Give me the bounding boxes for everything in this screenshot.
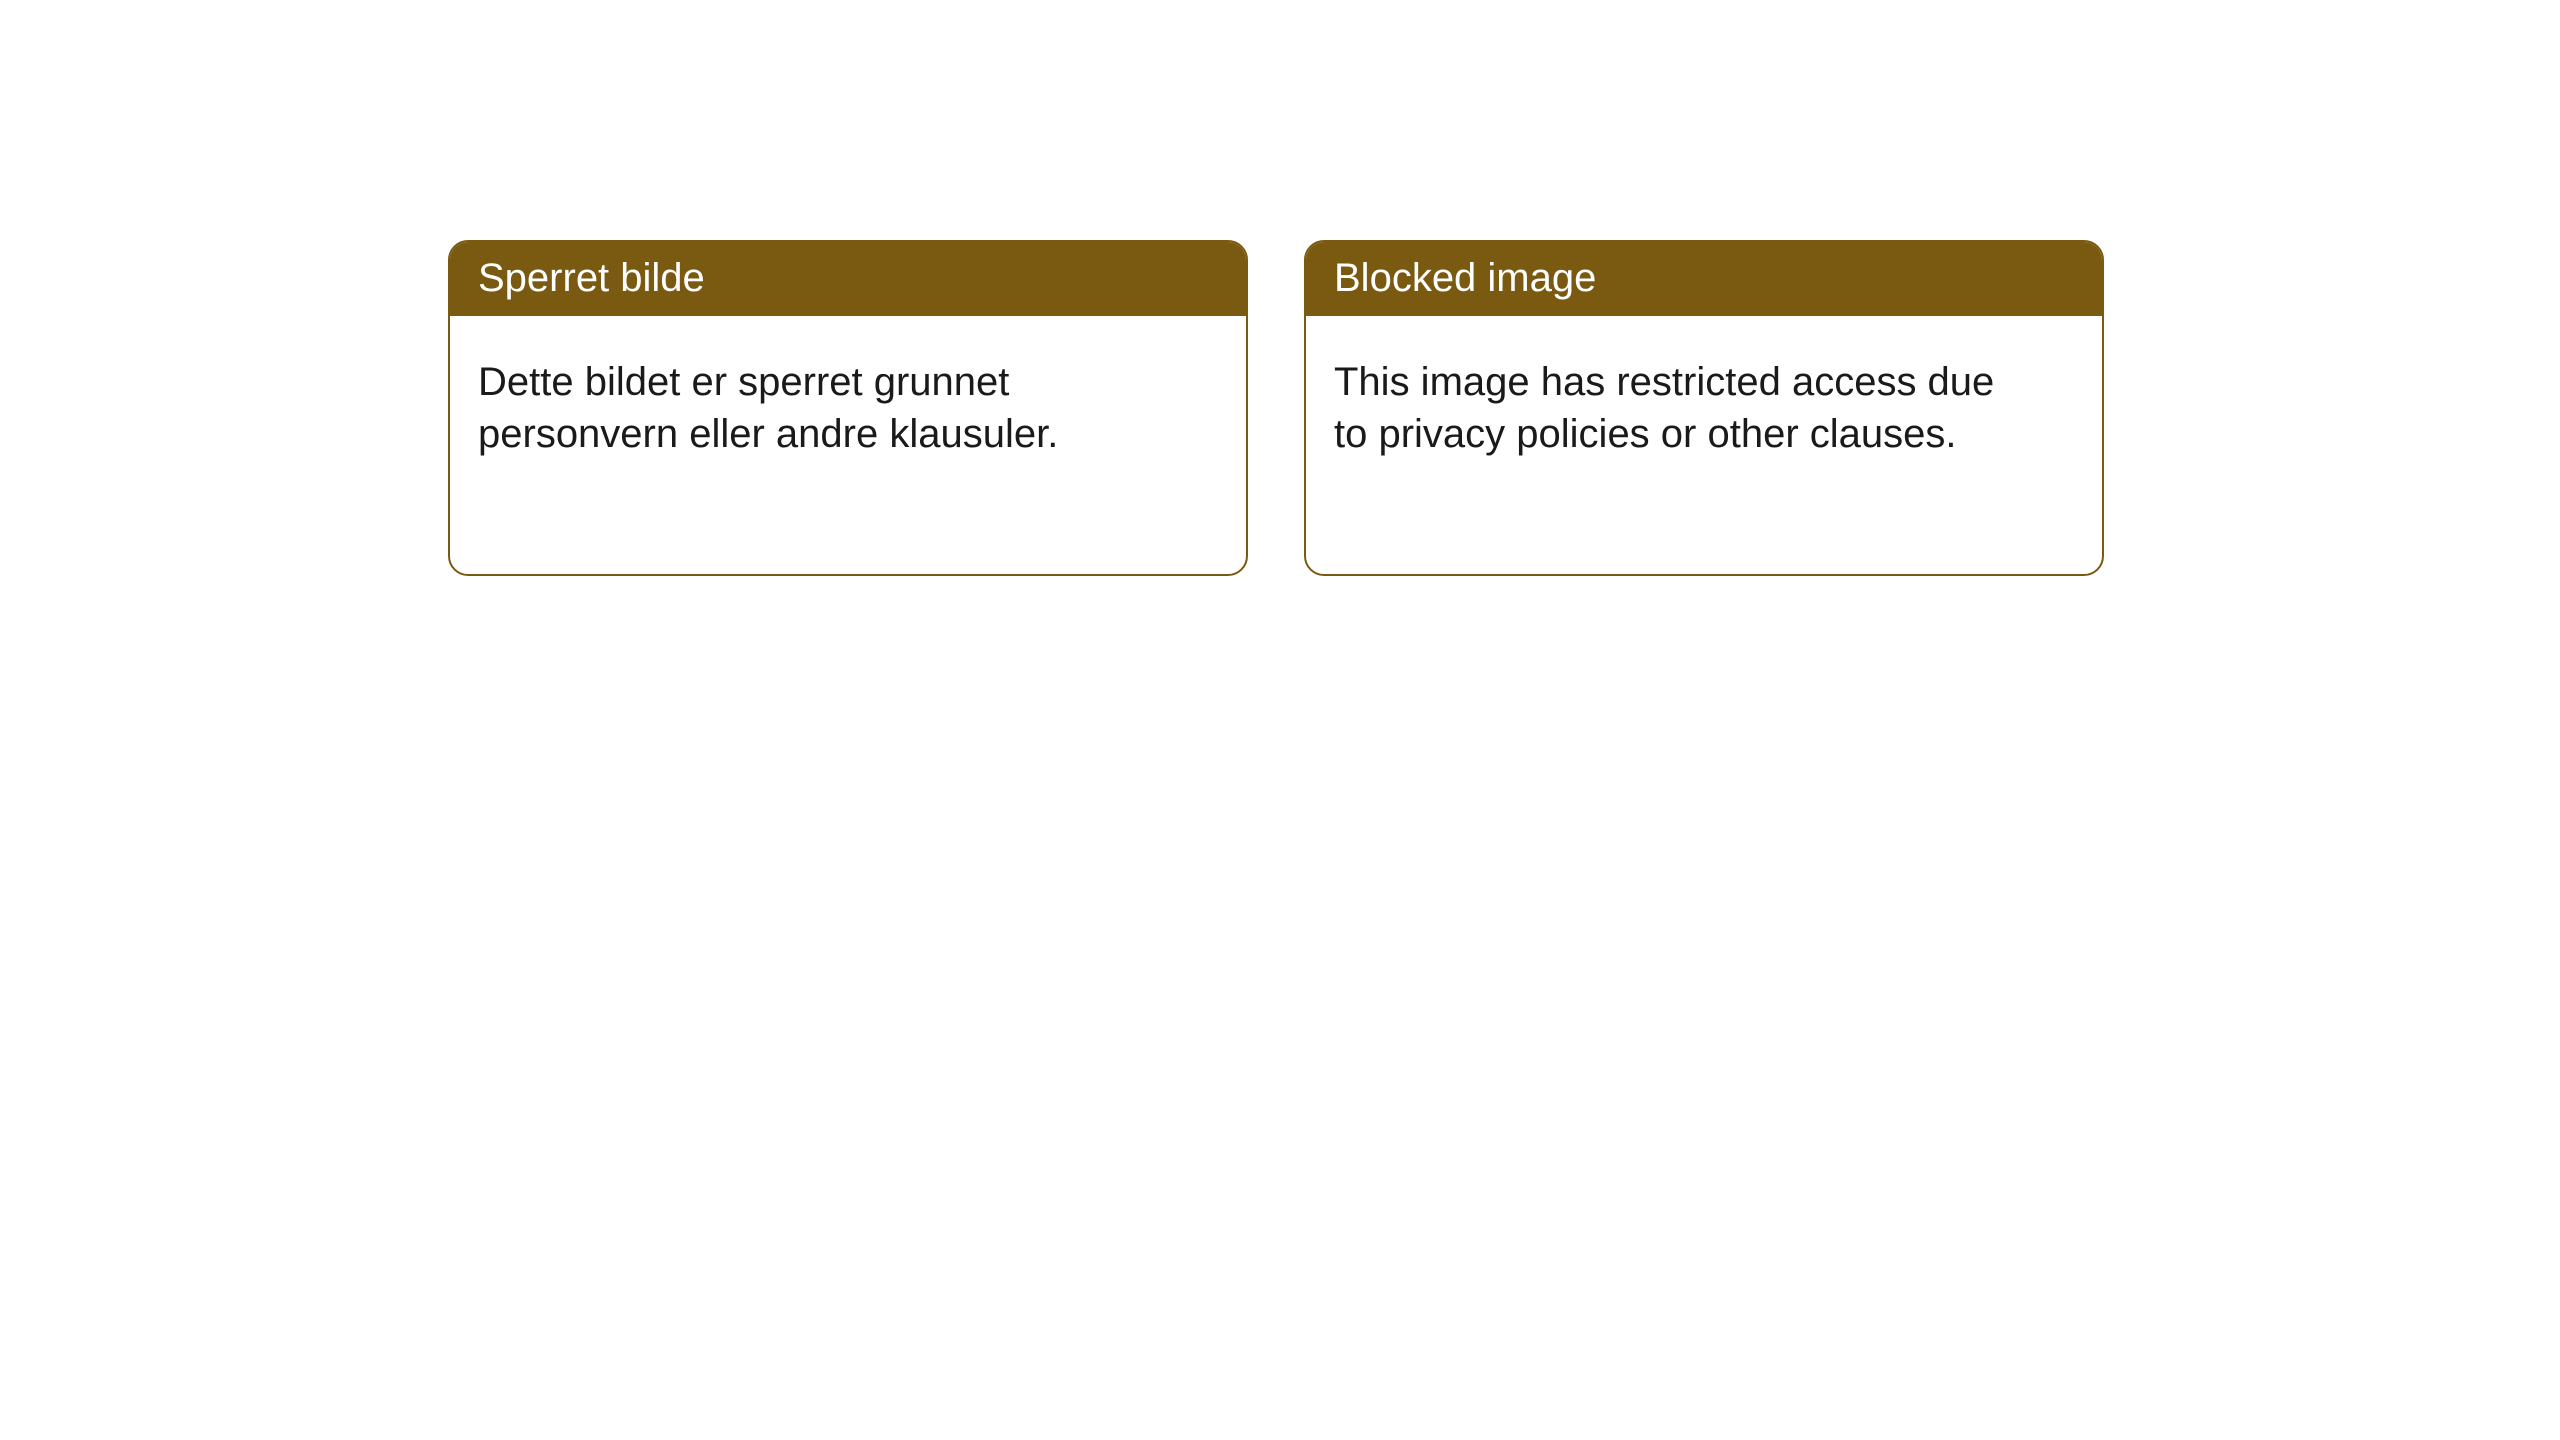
card-header-norwegian: Sperret bilde xyxy=(450,242,1246,316)
notice-container: Sperret bilde Dette bildet er sperret gr… xyxy=(0,0,2560,576)
card-body-english: This image has restricted access due to … xyxy=(1306,316,2026,500)
card-header-english: Blocked image xyxy=(1306,242,2102,316)
card-body-norwegian: Dette bildet er sperret grunnet personve… xyxy=(450,316,1170,500)
blocked-image-card-english: Blocked image This image has restricted … xyxy=(1304,240,2104,576)
blocked-image-card-norwegian: Sperret bilde Dette bildet er sperret gr… xyxy=(448,240,1248,576)
